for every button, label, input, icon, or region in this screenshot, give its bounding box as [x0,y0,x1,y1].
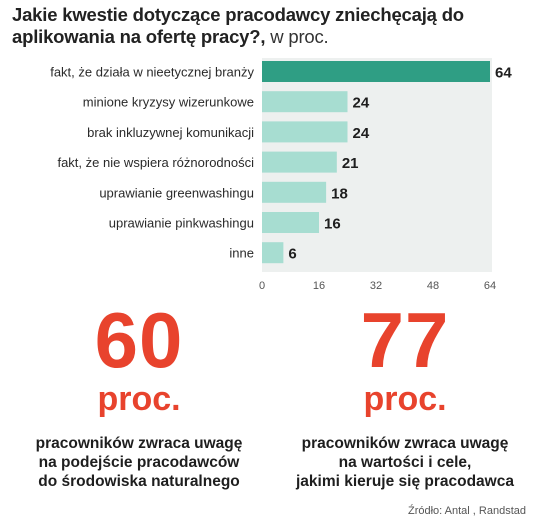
data-label: 21 [342,155,359,172]
category-label: brak inkluzywnej komunikacji [87,125,254,140]
category-label: uprawianie pinkwashingu [109,216,254,231]
data-label: 18 [331,185,348,202]
stat-value: 77 [360,296,450,384]
category-label: inne [229,246,254,261]
stat-unit: proc. [97,380,181,418]
category-label: fakt, że nie wspiera różnorodności [57,155,254,170]
bar-chart: fakt, że działa w nieetycznej branży 64 mi… [50,58,512,292]
x-tick-label: 32 [370,280,382,292]
stat-block-values: 77 proc. pracowników zwraca uwagę na war… [282,300,528,491]
bar-0 [262,61,490,82]
stat-block-environment: 60 proc. pracowników zwraca uwagę na pod… [20,300,258,491]
bar-3 [262,151,337,173]
data-label: 24 [353,125,370,142]
chart-title: Jakie kwestie dotyczące pracodawcy zniec… [12,4,527,48]
stat-unit: proc. [363,380,447,418]
stat-value: 60 [94,296,184,384]
category-label: uprawianie greenwashingu [99,185,254,200]
bar-6 [262,242,284,264]
data-label: 16 [324,216,341,233]
data-label: 24 [353,95,370,112]
data-label: 64 [495,65,512,82]
bar-5 [262,212,319,233]
category-label: fakt, że działa w nieetycznej branży [50,65,254,80]
stat-description: pracowników zwraca uwagę na wartości i c… [296,435,514,490]
category-label: minione kryzysy wizerunkowe [83,95,254,110]
x-tick-label: 64 [484,280,496,292]
bar-2 [262,121,348,143]
bar-1 [262,91,348,113]
source-note: Źródło: Antal , Randstad [407,505,526,517]
bar-4 [262,181,327,203]
chart-unit: w proc. [270,26,329,47]
x-tick-label: 16 [313,280,325,292]
x-tick-label: 48 [427,280,439,292]
x-tick-label: 0 [259,280,265,292]
stat-description: pracowników zwraca uwagę na podejście pr… [35,435,243,490]
chart-title-text: Jakie kwestie dotyczące pracodawcy zniec… [12,4,464,47]
data-label: 6 [288,246,296,263]
